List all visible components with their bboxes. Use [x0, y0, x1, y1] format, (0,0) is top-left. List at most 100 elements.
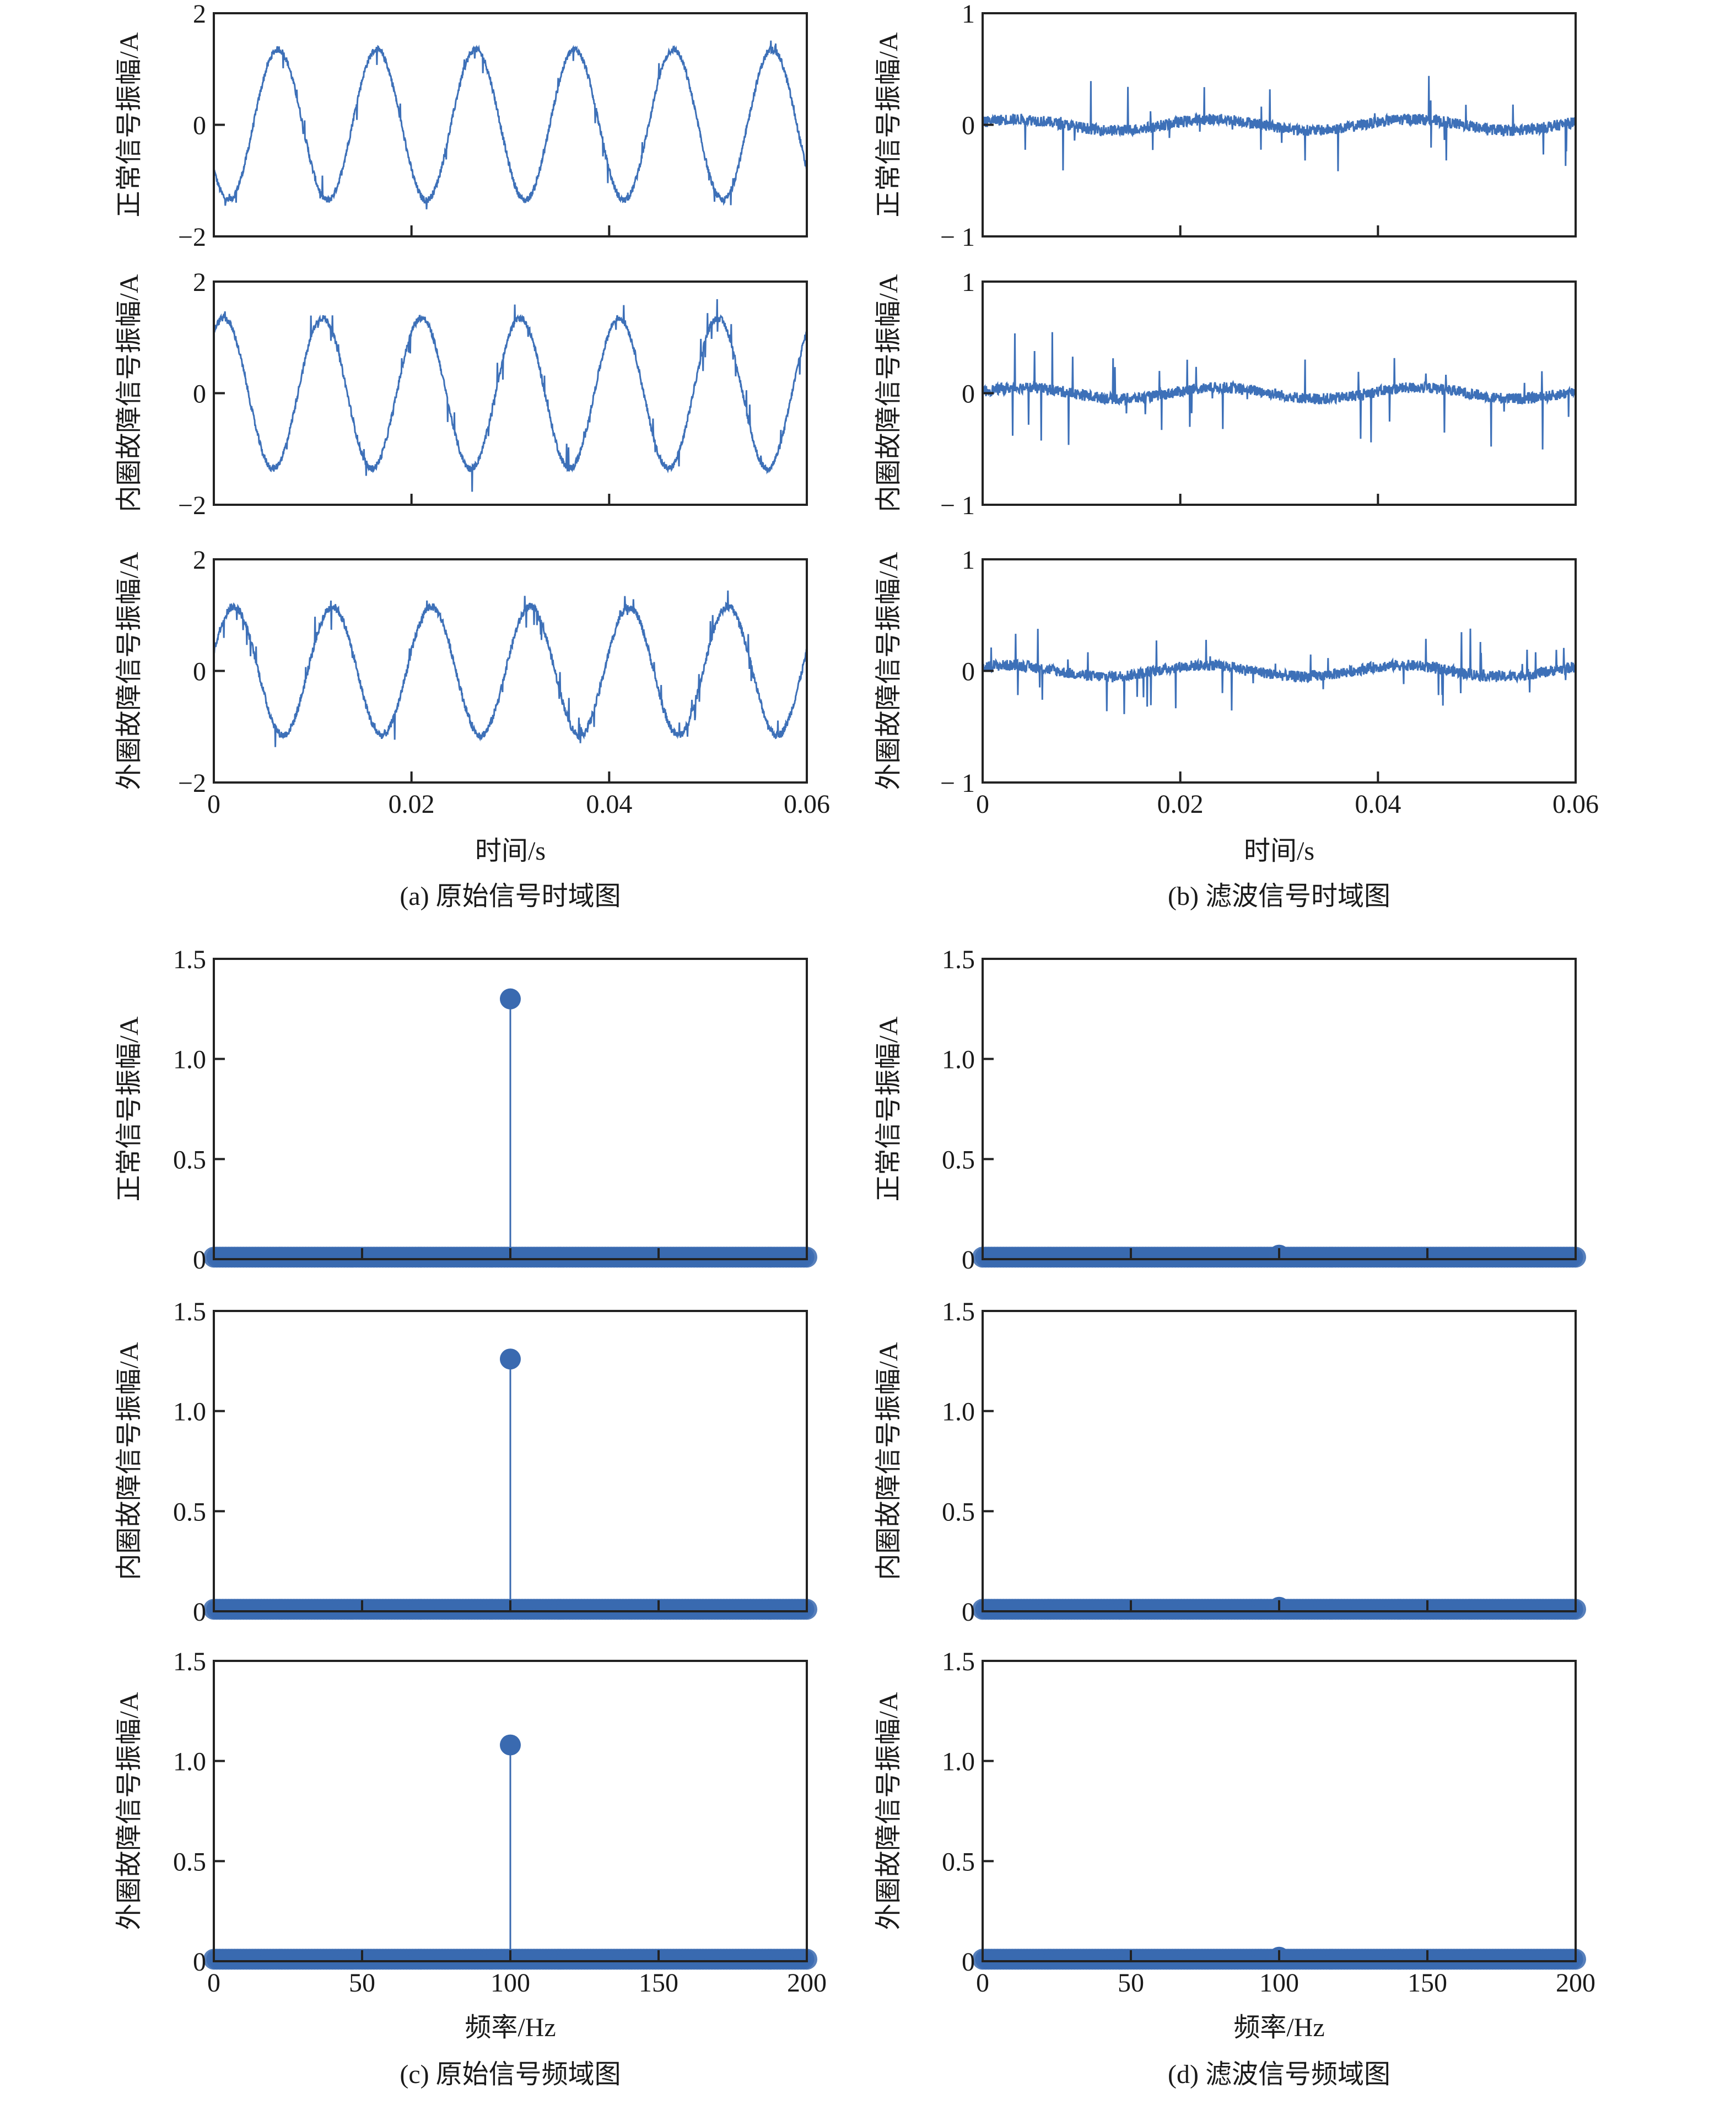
subplot-b-1: 1 0 − 1 正常信号振幅/A — [874, 0, 1577, 252]
y-tick-label: 1.5 — [942, 1297, 975, 1326]
x-tick-label: 0.04 — [586, 790, 632, 819]
y-axis-label: 外圈故障信号振幅/A — [115, 1692, 144, 1930]
y-tick-label: 1 — [962, 268, 975, 297]
x-axis-label: 频率/Hz — [465, 2013, 556, 2042]
signal-line — [214, 299, 807, 492]
y-tick-label: 0 — [193, 1245, 206, 1275]
y-tick-label: 1.0 — [173, 1045, 206, 1075]
y-axis-label: 内圈故障信号振幅/A — [874, 274, 903, 512]
x-tick-label: 100 — [490, 1968, 530, 1998]
stem-markers — [203, 1246, 817, 1268]
chart-c: 1.51.00.50正常信号振幅/A1.51.00.50内圈故障信号振幅/A1.… — [115, 945, 827, 2089]
y-tick-label: 1.0 — [942, 1397, 975, 1427]
x-tick-label: 0 — [976, 790, 989, 819]
y-tick-label: −2 — [178, 769, 206, 798]
signal-line — [983, 332, 1576, 450]
x-axis-label: 时间/s — [475, 837, 546, 866]
subplot-a-1: 2 0 −2 正常信号振幅/A — [115, 0, 808, 252]
y-tick-label: − 1 — [940, 769, 975, 798]
y-tick-label: 0 — [193, 380, 206, 409]
y-tick-label: 0.5 — [942, 1497, 975, 1526]
y-tick-label: 1.0 — [173, 1397, 206, 1427]
y-tick-label: 1 — [962, 0, 975, 29]
x-axis-label: 频率/Hz — [1233, 2013, 1324, 2042]
chart-d: 1.51.00.50正常信号振幅/A1.51.00.50内圈故障信号振幅/A1.… — [874, 945, 1595, 2089]
x-tick-label: 200 — [1556, 1968, 1595, 1998]
y-tick-label: −2 — [178, 491, 206, 520]
y-tick-label: 2 — [193, 268, 206, 297]
y-tick-label: 1.0 — [942, 1747, 975, 1777]
peak-marker — [500, 988, 521, 1010]
figure-caption: (a) 原始信号时域图 — [400, 882, 621, 911]
plot-frame — [982, 958, 1577, 1260]
y-axis-label: 外圈故障信号振幅/A — [874, 1692, 903, 1930]
subplot-a-2: 2 0 −2 内圈故障信号振幅/A — [115, 268, 808, 520]
figure-caption: (b) 滤波信号时域图 — [1168, 882, 1390, 911]
x-tick-label: 0.06 — [784, 790, 830, 819]
plot-frame — [213, 558, 808, 784]
y-tick-label: 0 — [962, 1598, 975, 1627]
y-tick-label: 0.5 — [942, 1847, 975, 1876]
y-axis-label: 正常信号振幅/A — [874, 1016, 903, 1201]
x-tick-label: 50 — [1118, 1968, 1144, 1998]
y-tick-label: 1.5 — [942, 945, 975, 974]
y-tick-label: 0 — [962, 380, 975, 409]
subplot-d-1: 1.5 1.0 0.5 0 正常信号振幅/A — [874, 945, 1586, 1275]
x-tick-label: 0.04 — [1355, 790, 1401, 819]
x-tick-label: 0 — [207, 1968, 220, 1998]
subplot-c-3: 1.5 1.0 0.5 00 50 100 150 200 外圈故障信号振幅/A — [115, 1647, 827, 1998]
stem-markers — [203, 1949, 817, 1970]
y-tick-label: 0.5 — [942, 1145, 975, 1174]
y-tick-label: 0 — [962, 1947, 975, 1977]
y-tick-label: 0 — [193, 111, 206, 141]
y-tick-label: 0.5 — [173, 1145, 206, 1174]
y-tick-label: 1.0 — [173, 1747, 206, 1777]
y-axis-label: 内圈故障信号振幅/A — [115, 1342, 144, 1580]
subplot-c-2: 1.5 1.0 0.5 0 内圈故障信号振幅/A — [115, 1297, 817, 1627]
subplot-b-2: 1 0 − 1 内圈故障信号振幅/A — [874, 268, 1577, 520]
y-tick-label: 0 — [193, 1947, 206, 1977]
x-tick-label: 150 — [1408, 1968, 1447, 1998]
y-tick-label: 0 — [962, 657, 975, 687]
x-axis-label: 时间/s — [1244, 837, 1314, 866]
y-tick-label: 1.5 — [942, 1647, 975, 1676]
plot-frame — [982, 1660, 1577, 1962]
y-tick-label: 1.0 — [942, 1045, 975, 1075]
peak-marker — [500, 1734, 521, 1756]
y-tick-label: 1.5 — [173, 1647, 206, 1676]
x-tick-label: 150 — [639, 1968, 678, 1998]
y-tick-label: 0 — [962, 1245, 975, 1275]
x-tick-label: 100 — [1259, 1968, 1299, 1998]
plot-frame — [982, 1310, 1577, 1612]
y-axis-label: 外圈故障信号振幅/A — [874, 552, 903, 790]
subplot-c-1: 1.5 1.0 0.5 0 正常信号振幅/A — [115, 945, 817, 1275]
y-axis-label: 内圈故障信号振幅/A — [115, 274, 144, 512]
figure-caption: (c) 原始信号频域图 — [400, 2060, 621, 2089]
signal-line — [983, 75, 1576, 171]
stem-markers — [203, 1599, 817, 1620]
y-tick-label: 0 — [962, 111, 975, 141]
y-axis-label: 外圈故障信号振幅/A — [115, 552, 144, 790]
y-axis-label: 正常信号振幅/A — [874, 32, 903, 217]
signal-line — [214, 40, 807, 209]
subplot-d-2: 1.5 1.0 0.5 0 内圈故障信号振幅/A — [874, 1297, 1586, 1627]
signal-line — [214, 590, 807, 747]
y-tick-label: 1 — [962, 546, 975, 575]
x-tick-label: 0 — [207, 790, 220, 819]
x-tick-label: 0.02 — [1157, 790, 1204, 819]
y-tick-label: − 1 — [940, 491, 975, 520]
y-tick-label: 2 — [193, 0, 206, 29]
y-axis-label: 正常信号振幅/A — [115, 32, 144, 217]
x-tick-label: 0.06 — [1552, 790, 1599, 819]
signal-line — [983, 628, 1576, 714]
y-tick-label: − 1 — [940, 223, 975, 252]
y-tick-label: −2 — [178, 223, 206, 252]
subplot-d-3: 1.5 1.0 0.5 00 50 100 150 200 外圈故障信号振幅/A — [874, 1647, 1595, 1998]
y-axis-label: 内圈故障信号振幅/A — [874, 1342, 903, 1580]
x-tick-label: 50 — [349, 1968, 375, 1998]
y-tick-label: 1.5 — [173, 1297, 206, 1326]
